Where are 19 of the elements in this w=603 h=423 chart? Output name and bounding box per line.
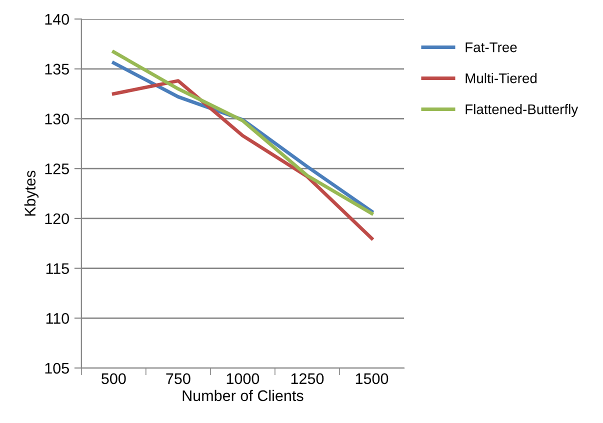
y-tick-label: 105 [45,362,69,374]
y-tick-label: 125 [45,163,69,174]
x-tick-label: 750 [166,373,190,384]
y-tick-label: 110 [46,313,70,324]
y-tick-label: 140 [45,14,70,25]
legend-label: Fat-Tree [466,42,517,52]
y-axis-title: Kbytes [24,170,39,216]
line-series [112,79,374,240]
y-tick-label: 115 [46,263,69,274]
legend-label: Flattened-Butterfly [466,104,578,117]
x-tick-label: 1000 [226,373,260,384]
y-tick-label: 135 [45,64,69,75]
x-axis-title: Number of Clients [182,390,304,402]
x-tick-label: 1500 [356,373,388,384]
x-tick-label: 1250 [291,373,324,384]
x-tick-label: 500 [102,373,126,384]
legend-label: Multi-Tiered [466,73,537,84]
y-tick-label: 130 [45,114,70,124]
y-tick-label: 120 [45,213,70,224]
